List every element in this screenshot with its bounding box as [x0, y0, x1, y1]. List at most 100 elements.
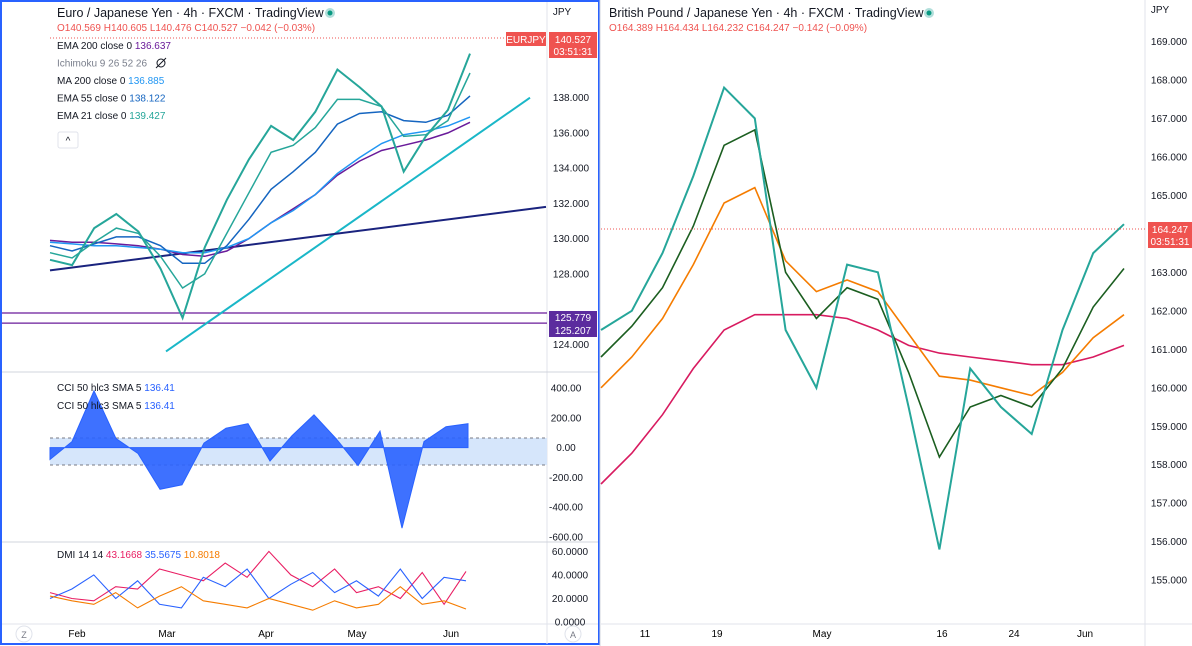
- market-open-dot: [327, 10, 333, 16]
- right-time-axis[interactable]: 11 19 May 16 24 Jun: [640, 629, 1093, 640]
- zoom-button[interactable]: [15, 625, 33, 643]
- dmi-lines: [49, 550, 467, 611]
- level-tag-2: 125.207: [555, 326, 592, 337]
- right-price-tag: 164.247 03:51:31: [1148, 222, 1192, 248]
- cci-label-2[interactable]: CCI 50 hlc3 SMA 5 136.41: [57, 401, 175, 412]
- trendline-0[interactable]: [165, 96, 531, 353]
- right-price-tick-1: 168.000: [1151, 75, 1188, 86]
- dmi-line-0: [49, 550, 467, 606]
- collapse-legend-button[interactable]: [57, 131, 79, 149]
- right-series-3: [600, 85, 1125, 550]
- left-dmi-pane[interactable]: 60.0000 40.0000 20.0000 0.0000 DMI 14 14 43…: [49, 547, 589, 629]
- left-cci-pane[interactable]: 400.00 200.00 0.00 -200.00 -400.00 -600.00 CC…: [49, 383, 583, 544]
- cci-histogram: [49, 389, 469, 529]
- indicator-label-1[interactable]: Ichimoku 9 26 52 26: [57, 59, 147, 70]
- trendline-1[interactable]: [49, 205, 547, 272]
- series-eurjpy: [49, 53, 471, 321]
- last-price-value: 140.527: [555, 35, 592, 46]
- cci-tick-0: 400.00: [551, 384, 582, 395]
- left-price-tick-6: 124.000: [553, 340, 590, 351]
- right-price-tick-6: 163.000: [1151, 268, 1188, 279]
- right-legend: British Pound / Japanese Yen · 4h · FXCM…: [609, 5, 1169, 34]
- indicator-label-4[interactable]: EMA 21 close 0 139.427: [57, 111, 166, 122]
- dmi-ticks: 60.0000 40.0000 20.0000 0.0000: [552, 547, 589, 629]
- left-level-tags: 125.779 125.207: [549, 311, 597, 337]
- right-time-label-24: 24: [1008, 629, 1020, 640]
- cci-tick-3: -200.00: [549, 473, 583, 484]
- right-last-price-tag-bg: [1148, 222, 1192, 248]
- right-price-tick-10: 159.000: [1151, 422, 1188, 433]
- left-price-tick-4: 130.000: [553, 234, 590, 245]
- right-ohlc: O164.389 H164.434 L164.232 C164.247 −0.1…: [609, 23, 867, 34]
- hide-eye-slash: [155, 57, 167, 69]
- symbol-tag-bg: [506, 32, 546, 46]
- right-price-tick-13: 156.000: [1151, 537, 1188, 548]
- right-market-open-dot: [926, 10, 932, 16]
- hide-eye-icon[interactable]: [156, 58, 166, 68]
- dmi-tick-2: 20.0000: [552, 594, 589, 605]
- left-price-tick-0: 138.000: [553, 93, 590, 104]
- left-price-tick-5: 128.000: [553, 269, 590, 280]
- level-tag-2-bg: [549, 324, 597, 337]
- left-price-ticks: 138.000 136.000 134.000 132.000 130.000 128.0…: [553, 93, 590, 351]
- left-currency-label: JPY: [553, 7, 572, 18]
- indicator-label-2[interactable]: MA 200 close 0 136.885: [57, 76, 165, 87]
- right-price-tick-0: 169.000: [1151, 37, 1188, 48]
- right-price-tick-3: 166.000: [1151, 152, 1188, 163]
- symbol-tag: EURJPY: [506, 35, 546, 46]
- indicator-label-0[interactable]: EMA 200 close 0 136.637: [57, 41, 171, 52]
- right-bar-countdown: 03:51:31: [1151, 237, 1190, 248]
- left-title[interactable]: Euro / Japanese Yen · 4h · FXCM · Tradin…: [57, 6, 325, 20]
- bar-countdown: 03:51:31: [554, 47, 593, 58]
- right-price-tick-2: 167.000: [1151, 114, 1188, 125]
- left-pane-active-border: [0, 0, 600, 645]
- dmi-tick-0: 60.0000: [552, 547, 589, 558]
- cci-tick-5: -600.00: [549, 533, 583, 544]
- cci-tick-4: -400.00: [549, 503, 583, 514]
- last-price-tag-bg: [549, 32, 597, 58]
- right-time-label-19: 19: [711, 629, 723, 640]
- zoom-icon: Z: [21, 630, 27, 640]
- right-price-tick-8: 161.000: [1151, 345, 1188, 356]
- dmi-label[interactable]: DMI 14 14 43.1668 35.5675 10.8018: [57, 550, 220, 561]
- cci-tick-2: 0.00: [556, 443, 576, 454]
- level-tag-1-bg: [549, 311, 597, 324]
- right-series-1: [600, 186, 1125, 397]
- cci-tick-1: 200.00: [551, 413, 582, 424]
- left-legend: Euro / Japanese Yen · 4h · FXCM · Tradin…: [57, 6, 572, 149]
- cci-ticks: 400.00 200.00 0.00 -200.00 -400.00 -600.00: [549, 384, 583, 544]
- cci-label-1[interactable]: CCI 50 hlc3 SMA 5 136.41: [57, 383, 175, 394]
- left-price-tick-3: 132.000: [553, 199, 590, 210]
- series-ema-55: [49, 95, 471, 265]
- left-price-tick-1: 136.000: [553, 128, 590, 139]
- right-title[interactable]: British Pound / Japanese Yen · 4h · FXCM…: [609, 6, 925, 20]
- right-series-2: [600, 128, 1125, 459]
- level-tag-1: 125.779: [555, 313, 592, 324]
- left-indicator-list[interactable]: EMA 200 close 0 136.637 Ichimoku 9 26 52 …: [57, 41, 171, 122]
- right-time-label-jun: Jun: [1077, 629, 1093, 640]
- right-time-label-16: 16: [936, 629, 948, 640]
- right-series-0: [600, 313, 1125, 485]
- left-price-tick-2: 134.000: [553, 164, 590, 175]
- time-label-feb: Feb: [68, 629, 86, 640]
- right-last-price-value: 164.247: [1152, 225, 1189, 236]
- left-ohlc: O140.569 H140.605 L140.476 C140.527 −0.0…: [57, 23, 315, 34]
- right-price-series: [600, 85, 1125, 550]
- left-time-axis[interactable]: Z A Feb Mar Apr May Jun: [15, 625, 582, 643]
- time-label-apr: Apr: [258, 629, 274, 640]
- right-price-pane[interactable]: 169.000168.000167.000166.000165.000164.0…: [600, 0, 1192, 646]
- right-currency-label: JPY: [1151, 5, 1170, 16]
- indicator-label-3[interactable]: EMA 55 close 0 138.122: [57, 94, 166, 105]
- right-price-tick-7: 162.000: [1151, 306, 1188, 317]
- auto-scale-button[interactable]: [564, 625, 582, 643]
- left-horizontal-levels[interactable]: [2, 312, 547, 324]
- left-price-tag: EURJPY 140.527 03:51:31: [506, 32, 597, 58]
- time-label-jun: Jun: [443, 629, 459, 640]
- time-label-may: May: [348, 629, 367, 640]
- series-ema-21: [49, 72, 471, 290]
- left-trendlines[interactable]: [49, 96, 547, 353]
- right-price-tick-12: 157.000: [1151, 499, 1188, 510]
- dmi-tick-1: 40.0000: [552, 570, 589, 581]
- left-price-pane[interactable]: 138.000 136.000 134.000 132.000 130.000 128.0…: [2, 2, 598, 644]
